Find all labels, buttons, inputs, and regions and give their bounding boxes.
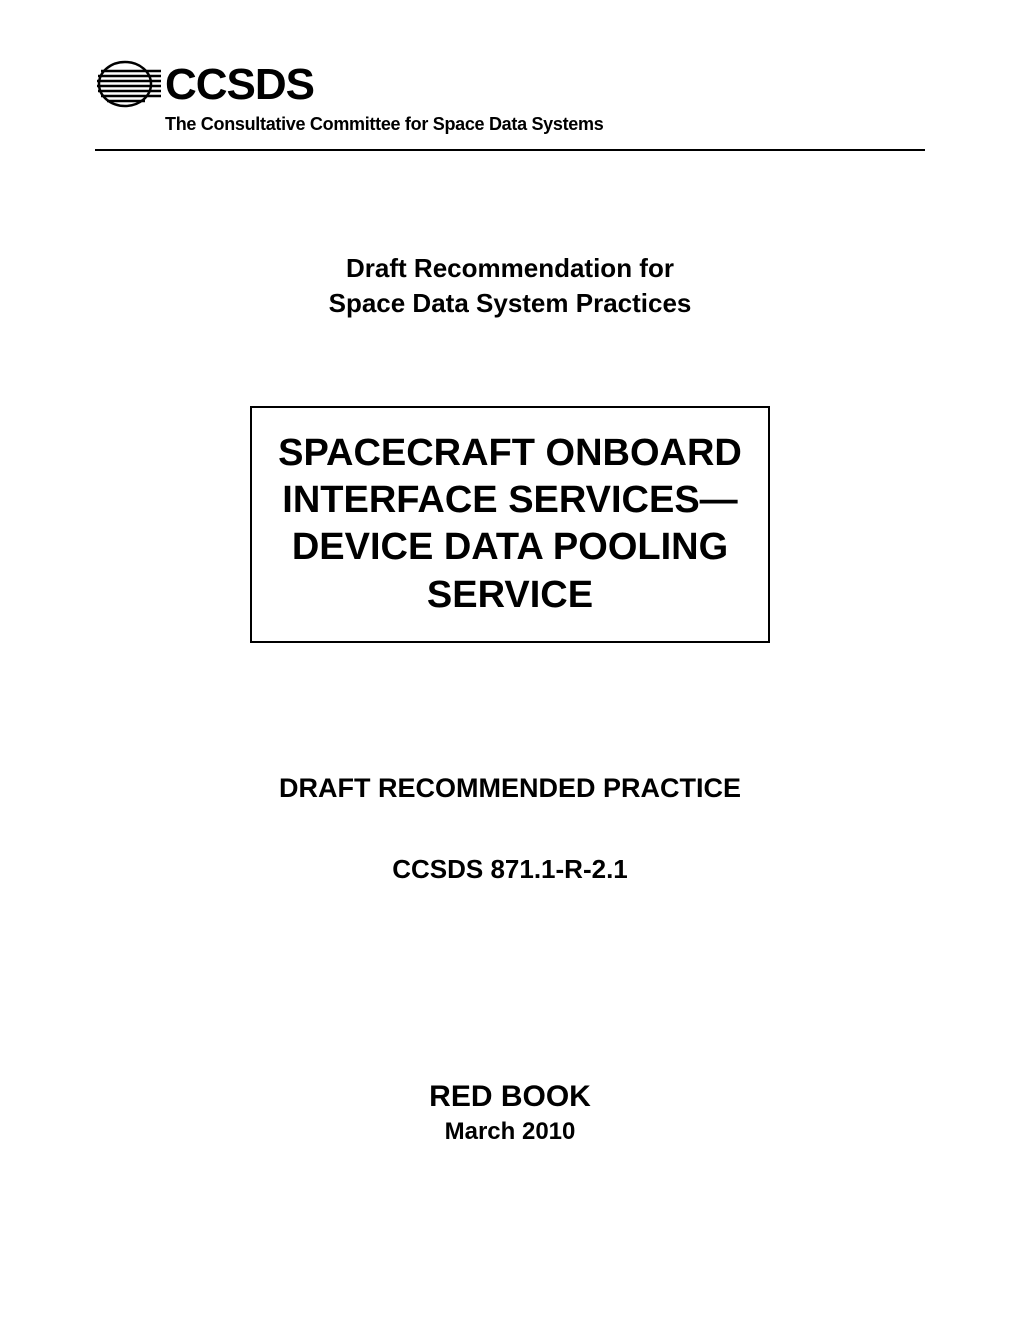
bottom-block: RED BOOK March 2010 — [429, 1080, 591, 1146]
document-number-block: CCSDS 871.1-R-2.1 — [392, 854, 628, 885]
content-region: Draft Recommendation for Space Data Syst… — [95, 151, 925, 1250]
title-line-2: INTERFACE SERVICES— — [278, 477, 742, 524]
header-region: CCSDS The Consultative Committee for Spa… — [95, 60, 925, 151]
date-label: March 2010 — [429, 1118, 591, 1146]
practice-block: DRAFT RECOMMENDED PRACTICE — [279, 773, 741, 804]
subtitle-block: Draft Recommendation for Space Data Syst… — [329, 251, 692, 321]
document-number: CCSDS 871.1-R-2.1 — [392, 854, 628, 885]
document-title-box: SPACECRAFT ONBOARD INTERFACE SERVICES— D… — [250, 406, 770, 642]
subtitle-line-1: Draft Recommendation for — [329, 251, 692, 286]
title-line-1: SPACECRAFT ONBOARD — [278, 430, 742, 477]
logo-acronym: CCSDS — [165, 60, 314, 110]
subtitle-line-2: Space Data System Practices — [329, 286, 692, 321]
logo-block: CCSDS The Consultative Committee for Spa… — [95, 60, 925, 135]
ccsds-logo-icon — [95, 60, 161, 110]
logo-row: CCSDS — [95, 60, 314, 110]
logo-tagline: The Consultative Committee for Space Dat… — [165, 114, 603, 135]
title-line-3: DEVICE DATA POOLING — [278, 524, 742, 571]
book-label: RED BOOK — [429, 1080, 591, 1114]
practice-label: DRAFT RECOMMENDED PRACTICE — [279, 773, 741, 804]
title-line-4: SERVICE — [278, 572, 742, 619]
